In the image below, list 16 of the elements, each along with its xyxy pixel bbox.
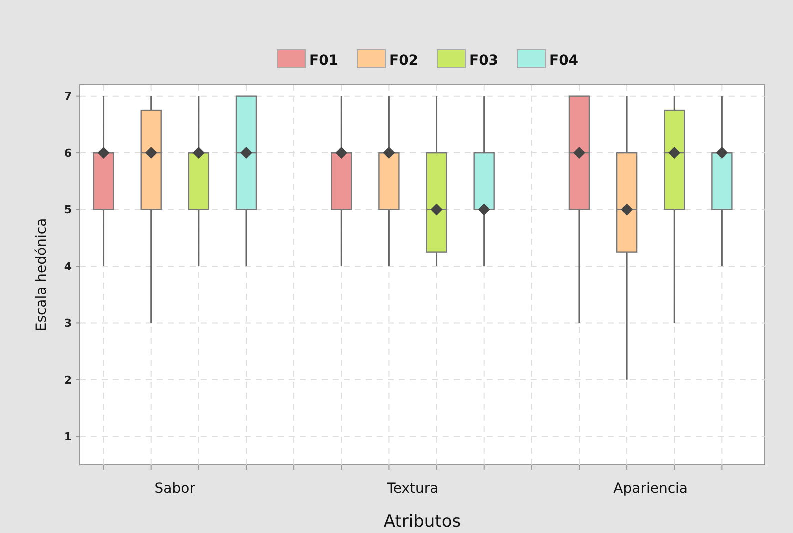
y-tick-label: 4 xyxy=(64,260,72,274)
x-tick-label: Sabor xyxy=(154,481,196,497)
legend-label: F01 xyxy=(310,52,339,69)
x-tick-label: Textura xyxy=(386,481,439,497)
y-tick-label: 2 xyxy=(64,374,72,387)
y-tick-label: 3 xyxy=(64,317,72,330)
legend-label: F03 xyxy=(470,52,499,69)
y-tick-label: 6 xyxy=(64,146,72,160)
y-tick-label: 5 xyxy=(64,204,72,217)
y-tick-label: 7 xyxy=(64,90,72,104)
legend-label: F02 xyxy=(390,52,419,69)
legend-label: F04 xyxy=(550,52,579,69)
x-tick-label: Apariencia xyxy=(614,481,688,497)
y-axis-title: Escala hedónica xyxy=(34,218,50,332)
x-axis-title: Atributos xyxy=(384,512,462,532)
y-tick-label: 1 xyxy=(64,430,72,444)
